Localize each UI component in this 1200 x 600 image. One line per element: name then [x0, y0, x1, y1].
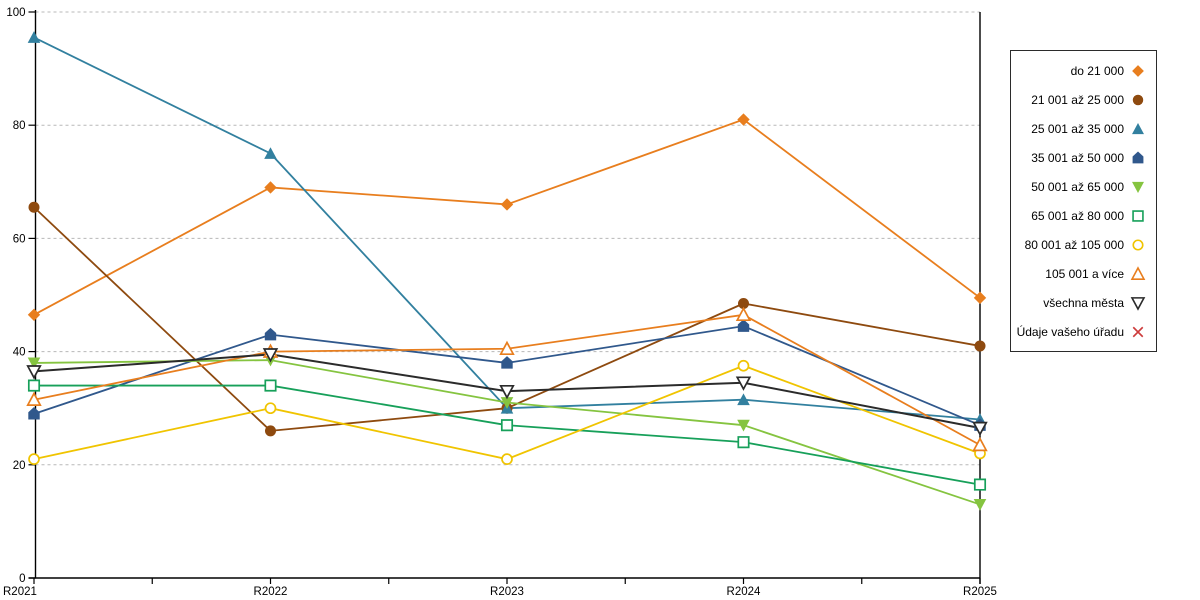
triangle-down-marker: [1130, 296, 1146, 311]
legend: do 21 000 21 001 až 25 000 25 001 až 35 00…: [1010, 50, 1157, 352]
legend-item: 25 001 až 35 000: [1015, 114, 1146, 143]
square-marker: [264, 379, 277, 392]
square-marker: [500, 419, 514, 432]
legend-item-label: 80 001 až 105 000: [1024, 237, 1124, 252]
triangle-down-marker: [735, 376, 752, 391]
legend-triangle-down-icon: [1130, 296, 1146, 311]
legend-item-label: Údaje vašeho úřadu: [1016, 324, 1124, 339]
series-line: [33, 118, 981, 316]
pentagon-marker: [501, 356, 513, 369]
legend-item: 21 001 až 25 000: [1015, 85, 1146, 114]
pentagon-marker: [264, 327, 277, 341]
pentagon-marker: [28, 407, 40, 420]
legend-circle-icon: [1132, 238, 1144, 251]
triangle-up-marker: [1130, 265, 1146, 280]
legend-item: Údaje vašeho úřadu: [1015, 317, 1146, 346]
square-marker: [27, 379, 41, 392]
circle-marker: [1132, 238, 1144, 251]
circle-marker: [737, 359, 750, 372]
triangle-up-marker: [264, 147, 277, 159]
legend-circle-icon: [1132, 94, 1144, 105]
x-axis-label: R2022: [254, 586, 288, 598]
legend-item-label: 25 001 až 35 000: [1031, 121, 1124, 136]
x-axis-label: R2025: [963, 586, 997, 598]
diamond-marker: [27, 308, 41, 322]
legend-item: 35 001 až 50 000: [1015, 143, 1146, 172]
triangle-down-marker: [262, 348, 279, 363]
diamond-marker: [1132, 64, 1144, 77]
y-axis-label: 0: [19, 573, 25, 585]
x-marker: [1132, 326, 1144, 337]
square-marker: [737, 436, 750, 449]
legend-item: do 21 000: [1015, 56, 1146, 85]
legend-square-icon: [1132, 209, 1144, 222]
triangle-up-marker: [737, 393, 750, 406]
y-axis-label: 40: [13, 347, 26, 359]
square-marker: [973, 478, 987, 491]
series-line: [33, 359, 981, 506]
pentagon-marker: [1132, 151, 1144, 163]
triangle-down-marker: [972, 421, 988, 437]
y-axis-label: 80: [13, 120, 26, 132]
pentagon-marker: [737, 319, 750, 332]
triangle-up-marker: [735, 306, 752, 322]
circle-marker: [28, 201, 40, 213]
x-axis-label: R2024: [727, 586, 761, 598]
legend-item-label: 65 001 až 80 000: [1031, 208, 1124, 223]
circle-marker: [974, 340, 986, 352]
legend-item: 80 001 až 105 000: [1015, 230, 1146, 259]
diamond-marker: [973, 291, 987, 305]
legend-item-label: 21 001 až 25 000: [1031, 92, 1124, 107]
legend-x-icon: [1132, 326, 1144, 337]
x-axis-label: R2021: [3, 586, 37, 598]
legend-item-label: všechna města: [1043, 295, 1124, 310]
x-axis-label: R2023: [490, 586, 524, 598]
legend-item-label: 35 001 až 50 000: [1031, 150, 1124, 165]
legend-item-label: 105 001 a více: [1045, 266, 1124, 281]
legend-item-label: 50 001 až 65 000: [1031, 179, 1124, 194]
diamond-marker: [264, 181, 277, 194]
triangle-up-marker: [972, 436, 988, 452]
circle-marker: [28, 453, 40, 465]
legend-pentagon-icon: [1132, 151, 1144, 163]
legend-diamond-icon: [1132, 64, 1144, 77]
triangle-down-marker: [1132, 181, 1144, 193]
legend-item: 50 001 až 65 000: [1015, 172, 1146, 201]
triangle-down-marker: [737, 419, 750, 432]
triangle-up-marker: [27, 31, 41, 43]
diamond-marker: [500, 198, 514, 211]
legend-item: 105 001 a více: [1015, 259, 1146, 288]
circle-marker: [265, 425, 276, 437]
diamond-marker: [737, 113, 750, 126]
triangle-up-marker: [26, 391, 42, 406]
triangle-down-marker: [973, 499, 987, 511]
triangle-up-marker: [1132, 122, 1144, 134]
triangle-up-marker: [499, 340, 515, 356]
circle-marker: [1132, 94, 1144, 105]
triangle-down-marker: [26, 365, 42, 380]
legend-item: všechna města: [1015, 288, 1146, 317]
y-axis-label: 100: [6, 7, 25, 19]
circle-marker: [501, 453, 513, 465]
legend-triangle-up-icon: [1132, 122, 1144, 134]
y-axis-label: 60: [13, 233, 26, 245]
legend-triangle-down-icon: [1132, 181, 1144, 193]
square-marker: [1132, 209, 1144, 222]
legend-item: 65 001 až 80 000: [1015, 201, 1146, 230]
triangle-down-marker: [27, 357, 41, 370]
triangle-down-marker: [499, 384, 515, 400]
circle-marker: [264, 402, 277, 415]
legend-triangle-up-icon: [1130, 265, 1146, 280]
circle-marker: [738, 297, 749, 309]
legend-item-label: do 21 000: [1070, 63, 1124, 78]
triangle-down-marker: [500, 397, 514, 409]
y-axis-label: 20: [13, 460, 26, 472]
